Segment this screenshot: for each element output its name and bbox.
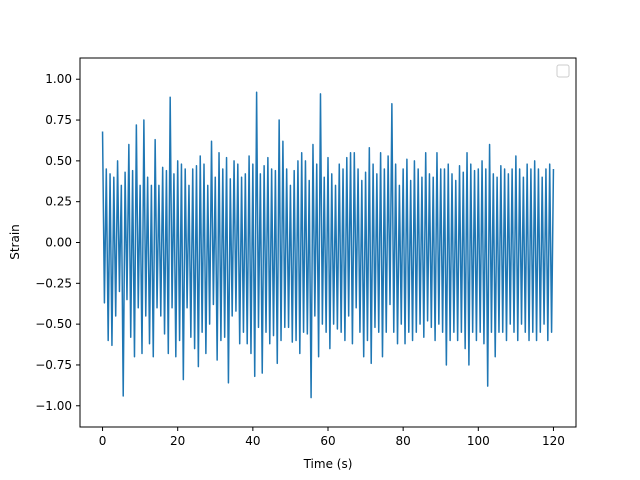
legend-box	[556, 64, 570, 78]
x-tick-label: 100	[467, 434, 490, 448]
y-axis: −1.00 −0.75 −0.50 −0.25 0.00 0.25 0.50 0.75 1.00	[35, 72, 80, 413]
x-axis: 0 20 40 60 80 100 120	[99, 427, 565, 448]
y-tick-label: 1.00	[45, 72, 72, 86]
y-tick-label: −0.50	[35, 317, 72, 331]
y-tick-label: 0.75	[45, 113, 72, 127]
series-layer	[101, 91, 555, 399]
y-tick-label: 0.25	[45, 195, 72, 209]
x-tick-label: 40	[245, 434, 260, 448]
x-tick-label: 60	[320, 434, 335, 448]
y-tick-label: 0.50	[45, 154, 72, 168]
x-tick-label: 80	[396, 434, 411, 448]
x-axis-label: Time (s)	[303, 457, 353, 471]
x-tick-label: 20	[170, 434, 185, 448]
y-tick-label: −0.75	[35, 358, 72, 372]
x-tick-label: 0	[99, 434, 107, 448]
y-tick-label: −1.00	[35, 399, 72, 413]
y-axis-label: Strain	[8, 224, 22, 260]
y-tick-label: −0.25	[35, 276, 72, 290]
y-tick-label: 0.00	[45, 236, 72, 250]
x-tick-label: 120	[542, 434, 565, 448]
series-line-0	[101, 91, 555, 399]
